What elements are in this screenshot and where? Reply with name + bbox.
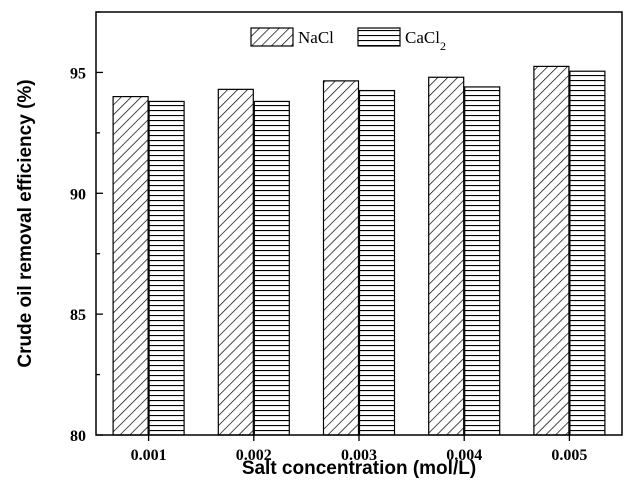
bar-cacl2-0.005 [569,70,606,436]
x-axis-title: Salt concentration (mol/L) [242,458,476,479]
x-tick-label: 0.004 [446,447,482,464]
legend-swatch-nacl [250,27,294,47]
y-tick-label: 95 [70,65,86,82]
x-tick-label: 0.005 [551,447,587,464]
y-axis: 80 85 90 95 [70,11,103,445]
legend-label-cacl2: CaCl2 [405,28,446,53]
y-tick-label: 85 [70,307,86,324]
legend: NaCl CaCl2 [250,27,446,53]
y-tick-label: 80 [70,428,86,445]
bar-cacl2-0.001 [148,100,185,436]
bar-cacl2-0.002 [253,100,290,436]
legend-swatch-cacl2 [357,27,401,47]
bar-cacl2-0.003 [358,89,396,436]
x-tick-label: 0.003 [341,447,377,464]
y-tick-label: 90 [70,186,86,203]
bar-nacl-0.005 [533,65,570,436]
bar-cacl2-0.004 [464,86,501,436]
bars-group [112,65,606,436]
legend-label-nacl: NaCl [298,28,334,47]
bar-nacl-0.004 [428,76,465,436]
y-axis-title: Crude oil removal efficiency (%) [15,79,36,367]
bar-nacl-0.001 [112,95,149,436]
x-axis: 0.001 0.002 0.003 0.004 0.005 [131,435,587,464]
bar-nacl-0.002 [217,88,254,436]
x-tick-label: 0.001 [131,447,167,464]
x-tick-label: 0.002 [236,447,272,464]
bar-nacl-0.003 [322,80,360,436]
